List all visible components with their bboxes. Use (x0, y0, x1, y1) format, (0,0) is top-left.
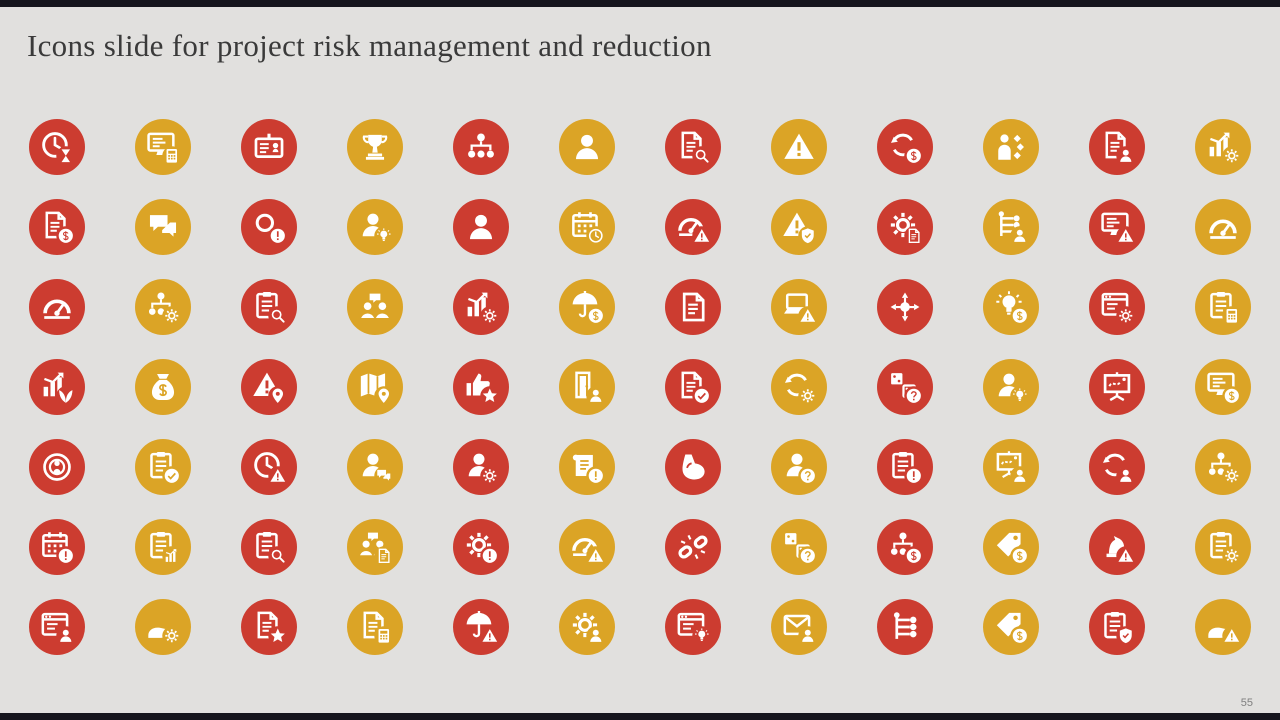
icon-row-1 (0, 119, 1280, 175)
exit-interview-door-icon (559, 359, 615, 415)
thinking-person-question-icon (771, 439, 827, 495)
gear-person-risk-icon (559, 599, 615, 655)
progress-checklist-chart-icon (135, 519, 191, 575)
location-risk-warning-icon (241, 359, 297, 415)
document-exchange-team-icon (347, 519, 403, 575)
deadline-calendar-alert-icon (29, 519, 85, 575)
deadline-stopwatch-alert-icon (241, 439, 297, 495)
rating-thumbs-up-stars-icon (453, 359, 509, 415)
strategy-route-board-icon (1089, 359, 1145, 415)
hand-gear-risk-icon (135, 599, 191, 655)
icon-grid (0, 119, 1280, 679)
route-clipboard-check-icon (135, 439, 191, 495)
currency-exchange-icon (877, 119, 933, 175)
checklist-review-icon (241, 279, 297, 335)
laptop-alert-icon (771, 279, 827, 335)
budget-clipboard-calculator-icon (1195, 279, 1251, 335)
uncertainty-dice-icon (877, 359, 933, 415)
team-hierarchy-icon (453, 119, 509, 175)
decision-flow-tree-icon (877, 599, 933, 655)
time-hourglass-icon (29, 119, 85, 175)
cost-document-icon (29, 199, 85, 255)
broken-chain-link-icon (665, 519, 721, 575)
money-bag-icon (135, 359, 191, 415)
risk-gauge-alert-icon (665, 199, 721, 255)
invoice-calculator-icon (347, 599, 403, 655)
email-sync-person-icon (771, 599, 827, 655)
user-verification-browser-icon (29, 599, 85, 655)
probability-dice-question-icon (771, 519, 827, 575)
presentation-checklist-board-icon (983, 439, 1039, 495)
person-orbit-cycle-icon (1089, 439, 1145, 495)
person-gear-alert-icon (453, 519, 509, 575)
id-badge-warning-icon (241, 119, 297, 175)
document-stack-profile-icon (1089, 119, 1145, 175)
trophy-achievement-icon (347, 119, 403, 175)
motivational-speaker-idea-icon (983, 359, 1039, 415)
system-config-list-icon (1089, 279, 1145, 335)
process-cycle-gears-icon (771, 359, 827, 415)
growth-decline-sprout-icon (29, 359, 85, 415)
priority-star-checklist-icon (241, 599, 297, 655)
icon-row-7 (0, 599, 1280, 655)
policy-scroll-alert-icon (559, 439, 615, 495)
discussion-bubbles-icon (135, 199, 191, 255)
compliance-checklist-shield-icon (1089, 599, 1145, 655)
document-plain-icon (665, 279, 721, 335)
icon-row-6 (0, 519, 1280, 575)
umbrella-risk-alert-icon (453, 599, 509, 655)
risk-shield-protection-icon (771, 199, 827, 255)
person-idea-icon (347, 199, 403, 255)
managed-checklist-gear-icon (1195, 519, 1251, 575)
idea-investment-network-icon (983, 279, 1039, 335)
icon-row-4 (0, 359, 1280, 415)
team-discussion-icon (347, 279, 403, 335)
document-verification-icon (665, 359, 721, 415)
page-number: 55 (1240, 697, 1253, 709)
icon-row-3 (0, 279, 1280, 335)
skill-management-person-icon (453, 439, 509, 495)
finance-monitor-icon (135, 119, 191, 175)
chart-gear-alert-icon (1195, 119, 1251, 175)
speedometer-icon (29, 279, 85, 335)
price-tag-dollar-icon (983, 519, 1039, 575)
risk-convergence-icon (877, 279, 933, 335)
warning-triangle-icon (771, 119, 827, 175)
user-profile-icon (559, 119, 615, 175)
communication-person-messages-icon (347, 439, 403, 495)
speed-risk-gauge-icon (559, 519, 615, 575)
slide-title: Icons slide for project risk management … (27, 28, 712, 63)
person-workflow-icon (983, 199, 1039, 255)
monitor-decline-alert-icon (1089, 199, 1145, 255)
icon-row-2 (0, 199, 1280, 255)
web-idea-config-icon (665, 599, 721, 655)
audit-clipboard-magnifier-icon (241, 519, 297, 575)
calendar-schedule-clock-icon (559, 199, 615, 255)
risk-detection-magnifier-icon (241, 199, 297, 255)
map-location-pin-icon (347, 359, 403, 415)
analytics-report-gear-icon (453, 279, 509, 335)
icon-row-5 (0, 439, 1280, 495)
target-person-icon (29, 439, 85, 495)
gear-hierarchy-icon (1195, 439, 1251, 495)
cost-strategy-tag-icon (983, 599, 1039, 655)
issue-checklist-alert-icon (877, 439, 933, 495)
finance-monitor-calculator-icon (1195, 359, 1251, 415)
risk-meter-icon (1195, 199, 1251, 255)
strategic-risk-knight-icon (1089, 519, 1145, 575)
process-automation-icon (877, 199, 933, 255)
businessperson-icon (453, 199, 509, 255)
decision-path-icon (983, 119, 1039, 175)
top-accent-bar (0, 0, 1280, 7)
insurance-umbrella-funds-icon (559, 279, 615, 335)
gear-network-icon (135, 279, 191, 335)
hand-gear-alert-icon (1195, 599, 1251, 655)
document-risk-review-icon (665, 119, 721, 175)
bottom-accent-bar (0, 713, 1280, 720)
strength-muscle-icon (665, 439, 721, 495)
resource-hierarchy-money-icon (877, 519, 933, 575)
